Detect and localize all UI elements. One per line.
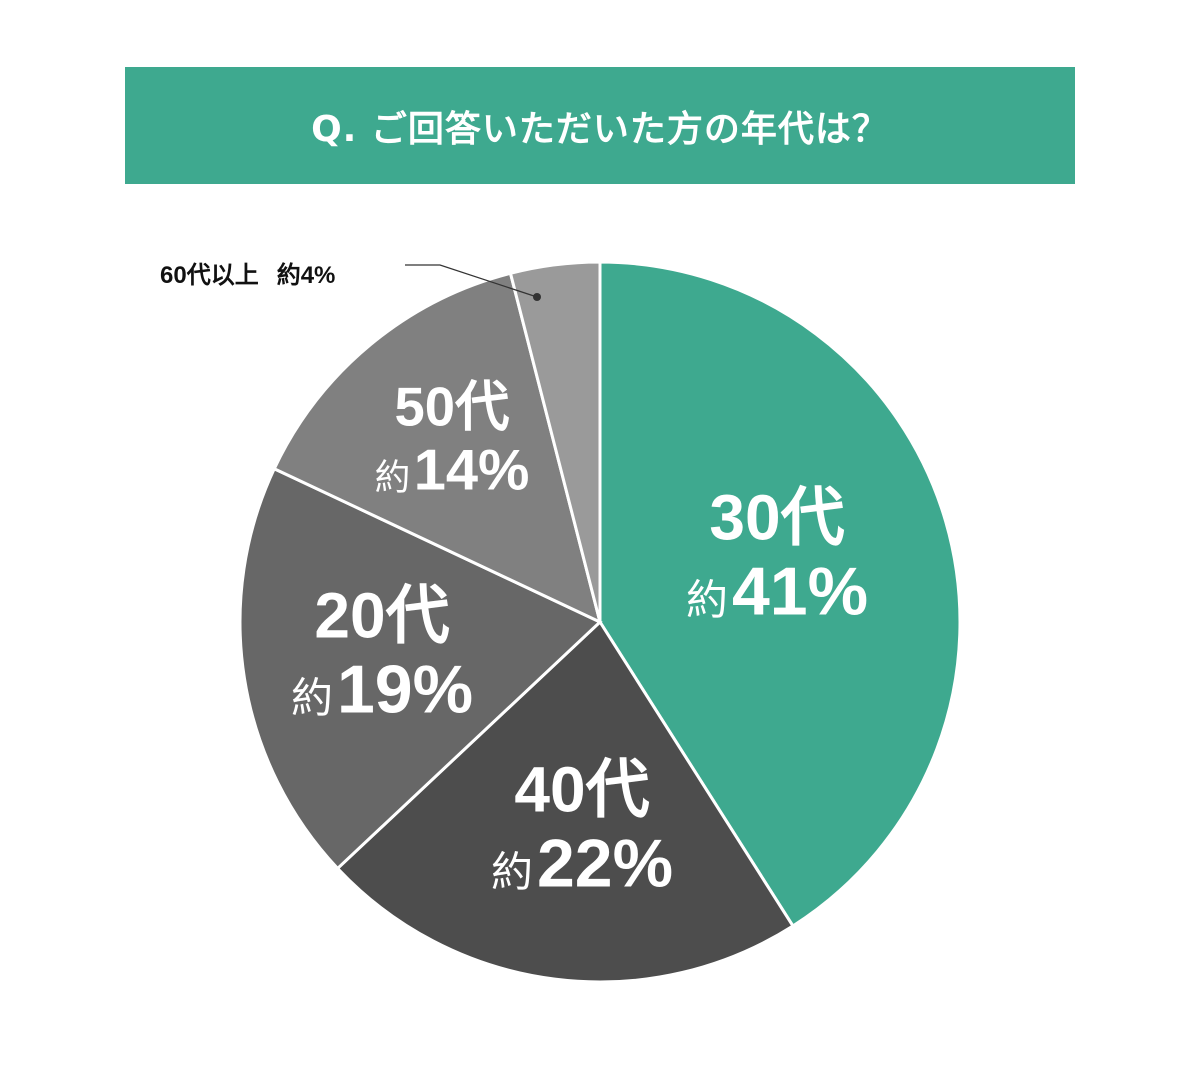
chart-title: Q. ご回答いただいた方の年代は？ xyxy=(311,108,889,150)
pie-slice-0 xyxy=(598,260,962,929)
pie-slice-2 xyxy=(238,466,603,871)
leader-line xyxy=(405,264,538,298)
slice-label-60s-plus: 60代以上 約4% xyxy=(160,262,336,289)
pie-slice-1 xyxy=(335,619,795,984)
slice-label-40s: 40代 約22% xyxy=(490,753,674,902)
pie-slice-4 xyxy=(508,260,602,623)
slice-label-30s: 30代 約41% xyxy=(685,481,869,630)
leader-dot xyxy=(533,293,541,301)
title-banner: Q. ご回答いただいた方の年代は？ xyxy=(125,67,1075,184)
pie-slice-3 xyxy=(272,271,603,625)
slice-label-50s: 50代 約14% xyxy=(374,376,530,503)
slice-label-20s: 20代 約19% xyxy=(290,579,474,728)
